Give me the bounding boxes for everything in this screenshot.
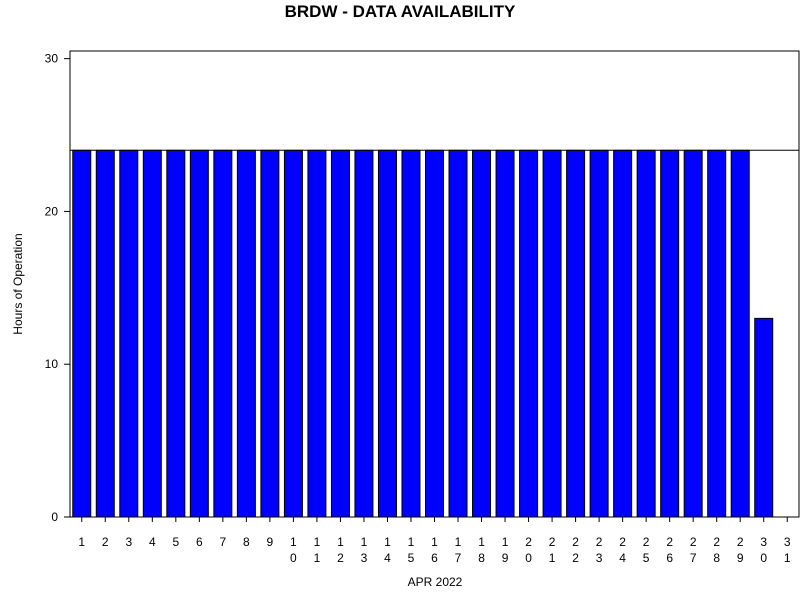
bar — [401, 149, 421, 518]
x-tick-label: 6 — [196, 535, 203, 549]
x-tick-label: 5 — [172, 535, 179, 549]
x-axis-label: APR 2022 — [408, 575, 463, 589]
y-axis-label: Hours of Operation — [11, 233, 25, 334]
bar — [72, 149, 92, 518]
bar — [636, 149, 656, 518]
bar — [119, 149, 139, 518]
bar — [472, 149, 492, 518]
x-tick-label: 3 — [125, 535, 132, 549]
x-tick-label: 9 — [267, 535, 274, 549]
bar — [213, 149, 233, 518]
bar — [730, 149, 750, 518]
y-tick-label: 30 — [45, 52, 59, 66]
bar — [307, 149, 327, 518]
bar — [542, 149, 562, 518]
bar — [519, 149, 539, 518]
bar — [283, 149, 303, 518]
bar — [354, 149, 374, 518]
bar — [95, 149, 115, 518]
bar — [754, 317, 774, 518]
bar — [330, 149, 350, 518]
bar — [425, 149, 444, 518]
x-tick-label: 8 — [243, 535, 250, 549]
bar — [377, 149, 397, 518]
bar — [495, 149, 515, 518]
y-tick-label: 10 — [45, 357, 59, 371]
x-tick-label: 2 — [102, 535, 109, 549]
bar — [236, 149, 256, 518]
bar — [589, 149, 609, 518]
bar — [260, 149, 280, 518]
y-tick-label: 20 — [45, 204, 59, 218]
bar — [707, 149, 727, 518]
bar — [660, 149, 680, 518]
bar — [142, 149, 162, 518]
bar — [448, 149, 468, 518]
bar — [613, 149, 633, 518]
bar — [566, 149, 586, 518]
chart-title: BRDW - DATA AVAILABILITY — [285, 2, 516, 21]
bar — [189, 149, 209, 518]
x-tick-label: 4 — [149, 535, 156, 549]
bar — [166, 149, 186, 518]
y-tick-label: 0 — [51, 510, 58, 524]
bar — [683, 149, 703, 518]
x-tick-label: 1 — [78, 535, 85, 549]
x-tick-label: 7 — [220, 535, 227, 549]
